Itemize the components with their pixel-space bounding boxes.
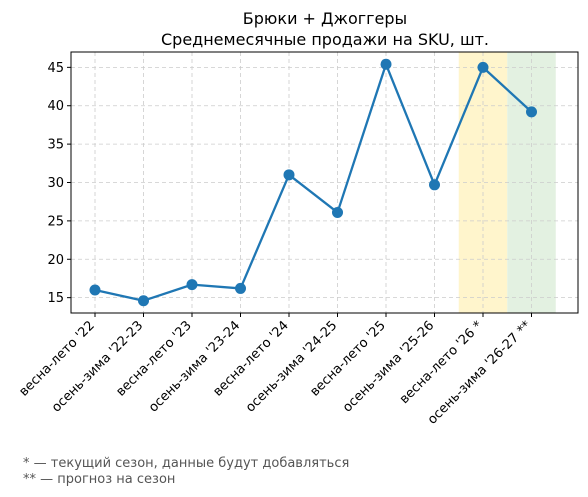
series (89, 58, 537, 307)
chart-title: Брюки + Джоггеры (243, 9, 407, 28)
x-tick-label: весна-лето '26 * (397, 318, 486, 407)
data-point (477, 61, 489, 73)
y-axis: 15 20 25 30 35 40 45 (47, 61, 71, 306)
data-point (332, 206, 343, 218)
data-point (429, 179, 440, 191)
y-tick-label: 40 (47, 99, 64, 114)
x-tick-label: осень-зима '25-26 (340, 318, 437, 415)
x-tick-label: осень-зима '23-24 (146, 318, 243, 415)
data-point (138, 295, 149, 307)
data-point (235, 282, 246, 294)
data-point (89, 284, 101, 296)
y-tick-label: 15 (47, 291, 64, 306)
data-point (380, 58, 392, 70)
x-tick-label: осень-зима '24-25 (243, 318, 340, 415)
series-line (94, 63, 533, 302)
footnote-current-season: * — текущий сезон, данные будут добавлят… (23, 456, 350, 471)
y-tick-label: 35 (47, 138, 64, 153)
y-tick-label: 20 (47, 253, 64, 268)
y-tick-label: 25 (47, 214, 64, 229)
chart-subtitle: Среднемесячные продажи на SKU, шт. (161, 30, 489, 49)
y-tick-label: 45 (47, 61, 64, 76)
footnote-forecast: ** — прогноз на сезон (23, 472, 176, 487)
y-tick-label: 30 (47, 176, 64, 191)
x-tick-label: осень-зима '22-23 (49, 318, 146, 415)
data-point (186, 279, 198, 291)
data-point (526, 106, 537, 118)
data-point (283, 169, 295, 181)
